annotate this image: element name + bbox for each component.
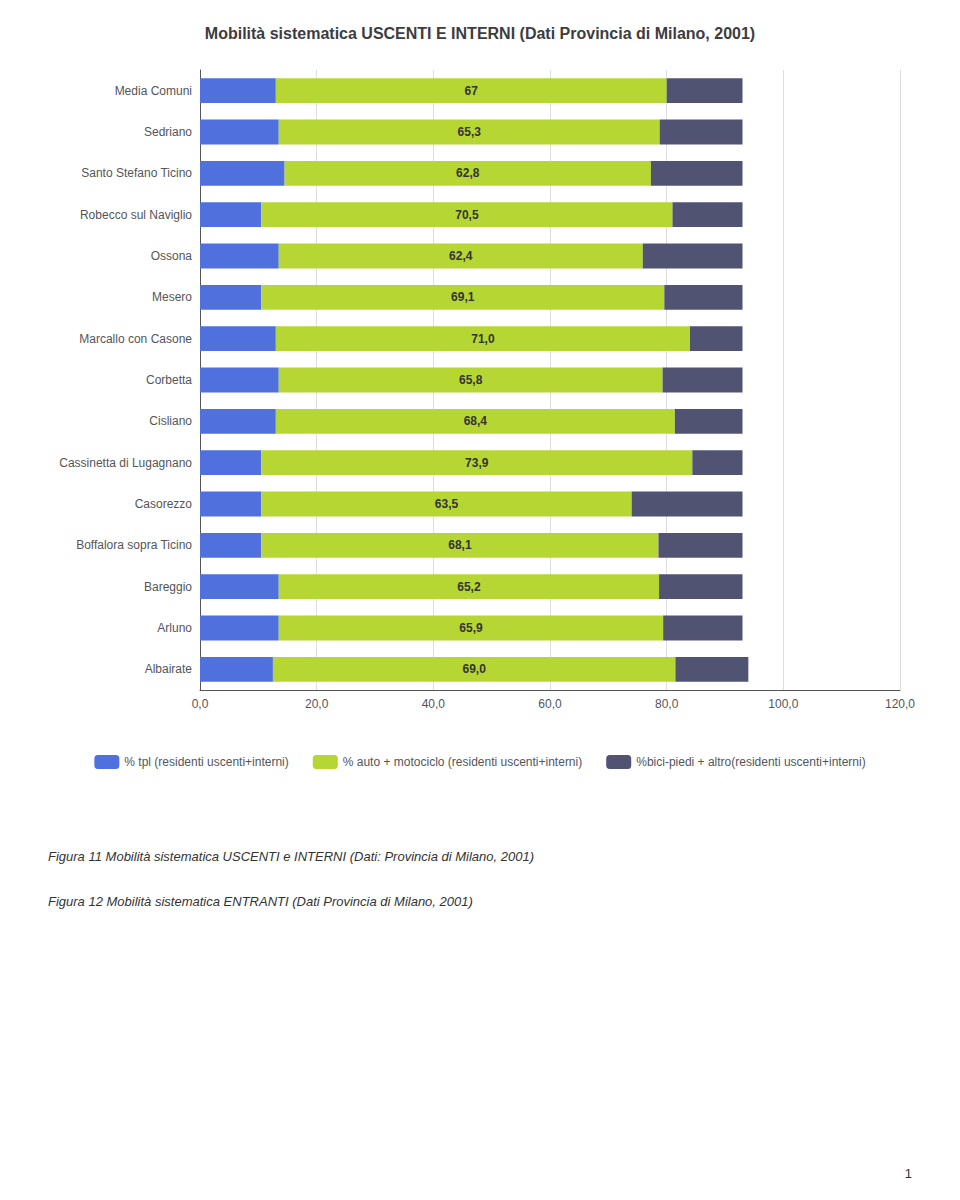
svg-text:Robecco sul Naviglio: Robecco sul Naviglio — [80, 208, 192, 222]
svg-text:63,5: 63,5 — [435, 497, 459, 511]
svg-text:65,8: 65,8 — [459, 373, 483, 387]
svg-text:Casorezzo: Casorezzo — [135, 497, 193, 511]
svg-text:69,0: 69,0 — [462, 662, 486, 676]
svg-text:40,0: 40,0 — [422, 697, 446, 711]
svg-text:65,2: 65,2 — [457, 580, 481, 594]
svg-text:Santo Stefano Ticino: Santo Stefano Ticino — [81, 166, 192, 180]
svg-text:Mobilità sistematica USCENTI E: Mobilità sistematica USCENTI E INTERNI (… — [205, 25, 755, 42]
svg-text:65,3: 65,3 — [458, 125, 482, 139]
svg-text:1: 1 — [905, 1166, 912, 1181]
svg-text:%bici-piedi + altro(residenti: %bici-piedi + altro(residenti uscenti+in… — [636, 755, 865, 769]
svg-text:20,0: 20,0 — [305, 697, 329, 711]
svg-text:68,4: 68,4 — [464, 414, 488, 428]
svg-text:Figura 12 Mobilità sistematica: Figura 12 Mobilità sistematica ENTRANTI … — [48, 894, 473, 909]
svg-text:68,1: 68,1 — [448, 538, 472, 552]
svg-text:Corbetta: Corbetta — [146, 373, 192, 387]
svg-text:73,9: 73,9 — [465, 456, 489, 470]
svg-text:Sedriano: Sedriano — [144, 125, 192, 139]
svg-text:60,0: 60,0 — [538, 697, 562, 711]
svg-text:69,1: 69,1 — [451, 290, 475, 304]
svg-text:Albairate: Albairate — [145, 662, 193, 676]
svg-text:Marcallo con Casone: Marcallo con Casone — [79, 332, 192, 346]
svg-text:Boffalora sopra Ticino: Boffalora sopra Ticino — [76, 538, 192, 552]
svg-text:Bareggio: Bareggio — [144, 580, 192, 594]
svg-text:65,9: 65,9 — [459, 621, 483, 635]
svg-text:Figura 11 Mobilità sistematica: Figura 11 Mobilità sistematica USCENTI e… — [48, 849, 534, 864]
svg-text:Mesero: Mesero — [152, 290, 192, 304]
svg-text:Cassinetta di Lugagnano: Cassinetta di Lugagnano — [59, 456, 192, 470]
svg-text:80,0: 80,0 — [655, 697, 679, 711]
svg-text:62,8: 62,8 — [456, 166, 480, 180]
svg-text:100,0: 100,0 — [768, 697, 798, 711]
svg-text:Arluno: Arluno — [157, 621, 192, 635]
svg-text:62,4: 62,4 — [449, 249, 473, 263]
svg-text:% tpl (residenti uscenti+inter: % tpl (residenti uscenti+interni) — [124, 755, 288, 769]
svg-text:0,0: 0,0 — [192, 697, 209, 711]
svg-text:120,0: 120,0 — [885, 697, 915, 711]
svg-text:Cisliano: Cisliano — [149, 414, 192, 428]
svg-text:70,5: 70,5 — [455, 208, 479, 222]
svg-text:71,0: 71,0 — [471, 332, 495, 346]
svg-text:Media Comuni: Media Comuni — [115, 84, 192, 98]
svg-text:Ossona: Ossona — [151, 249, 193, 263]
svg-text:67: 67 — [465, 84, 479, 98]
svg-text:% auto + motociclo (residenti: % auto + motociclo (residenti uscenti+in… — [343, 755, 582, 769]
